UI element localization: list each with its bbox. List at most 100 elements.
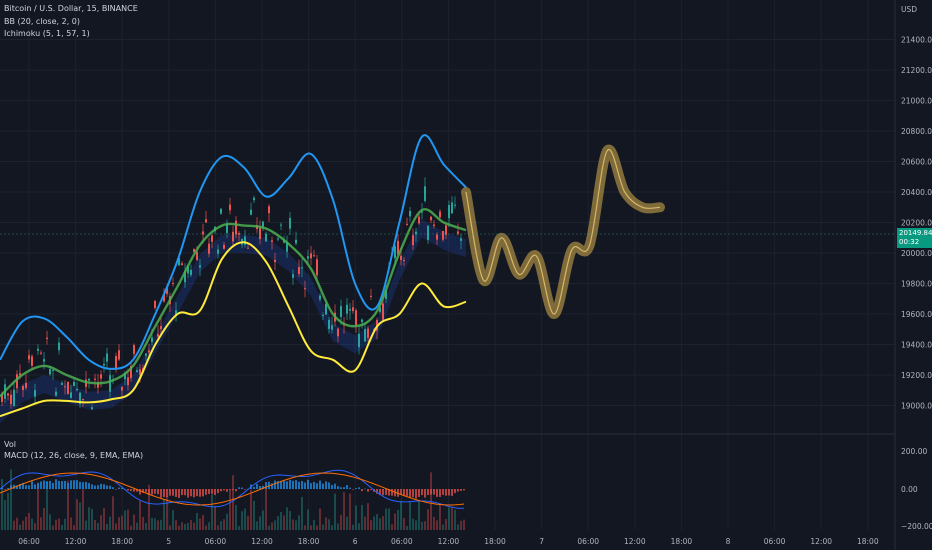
candle-body	[28, 355, 30, 360]
macd-histogram-bar	[376, 489, 378, 494]
macd-histogram-bar	[118, 487, 120, 489]
candle-body	[106, 353, 108, 362]
volume-bar	[310, 525, 312, 530]
time-axis-label: 5	[166, 537, 171, 546]
candle-body	[130, 366, 132, 378]
candle-body	[430, 216, 432, 221]
time-axis-label: 06:00	[18, 537, 40, 546]
volume-bar	[37, 484, 39, 530]
macd-histogram-bar	[439, 489, 441, 497]
candle-body	[355, 310, 357, 326]
volume-bar	[13, 520, 15, 530]
price-axis-label: 19600.00	[901, 310, 932, 319]
price-axis-label: 19200.00	[901, 371, 932, 380]
macd-histogram-bar	[400, 489, 402, 495]
volume-bar	[457, 524, 459, 530]
macd-histogram-bar	[253, 486, 255, 489]
volume-bar	[337, 523, 339, 530]
candle-body	[301, 267, 303, 269]
volume-bar	[259, 516, 261, 530]
macd-histogram-bar	[10, 485, 12, 489]
candle-body	[346, 304, 348, 314]
volume-bar	[211, 494, 213, 530]
candle-body	[385, 290, 387, 299]
macd-histogram-bar	[85, 481, 87, 489]
volume-bar	[4, 500, 6, 530]
volume-bar	[238, 525, 240, 530]
macd-histogram-bar	[178, 489, 180, 498]
macd-histogram-bar	[379, 489, 381, 496]
candle-body	[457, 231, 459, 234]
volume-bar	[166, 495, 168, 530]
time-axis-label: 18:00	[857, 537, 879, 546]
volume-bar	[340, 514, 342, 530]
price-axis-label: 21200.00	[901, 66, 932, 75]
macd-histogram-bar	[40, 481, 42, 489]
candle-body	[157, 334, 159, 337]
bb-upper-line	[0, 134, 467, 370]
volume-bar	[451, 506, 453, 530]
candle-body	[331, 325, 333, 330]
macd-histogram-bar	[328, 482, 330, 489]
volume-bar	[271, 522, 273, 530]
volume-bar	[241, 511, 243, 530]
volume-bar	[73, 525, 75, 530]
macd-histogram-bar	[265, 482, 267, 489]
macd-histogram-bar	[421, 489, 423, 496]
volume-bar	[94, 519, 96, 530]
candle-body	[226, 223, 228, 233]
macd-histogram-bar	[58, 480, 60, 489]
volume-bar	[256, 521, 258, 530]
candle-body	[433, 224, 435, 226]
time-axis-label: 6	[353, 537, 358, 546]
volume-bar	[91, 508, 93, 530]
macd-histogram-bar	[109, 485, 111, 489]
macd-histogram-bar	[232, 489, 234, 491]
volume-bar	[250, 489, 252, 530]
volume-bar	[163, 499, 165, 530]
candle-body	[400, 255, 402, 261]
macd-histogram-bar	[364, 488, 366, 490]
candle-body	[100, 374, 102, 379]
volume-bar	[232, 475, 234, 530]
macd-histogram-bar	[463, 489, 465, 491]
macd-histogram-bar	[76, 480, 78, 489]
forecast-line	[465, 149, 661, 315]
volume-bar	[160, 519, 162, 530]
volume-bar	[55, 519, 57, 530]
candle-body	[217, 249, 219, 254]
macd-histogram-bar	[139, 489, 141, 495]
macd-histogram-bar	[277, 481, 279, 489]
candle-body	[268, 206, 270, 214]
candle-body	[103, 363, 105, 366]
volume-bar	[199, 518, 201, 530]
volume-bar	[277, 516, 279, 530]
candle-body	[235, 220, 237, 235]
volume-bar	[16, 517, 18, 530]
macd-histogram-bar	[202, 489, 204, 497]
candle-body	[166, 287, 168, 294]
volume-bar	[352, 524, 354, 530]
volume-bar	[76, 499, 78, 530]
macd-axis-label: −200.00	[901, 522, 932, 531]
candle-body	[70, 392, 72, 398]
macd-histogram-bar	[406, 489, 408, 496]
volume-bar	[139, 500, 141, 530]
volume-bar	[112, 496, 114, 530]
volume-bar	[109, 516, 111, 530]
volume-bar	[433, 516, 435, 530]
volume-bar	[40, 517, 42, 530]
candle-body	[244, 236, 246, 245]
currency-label: USD	[901, 5, 918, 14]
volume-bar	[220, 521, 222, 530]
price-axis-label: 19800.00	[901, 280, 932, 289]
volume-bar	[82, 489, 84, 530]
volume-bar	[181, 522, 183, 530]
candle-body	[277, 238, 279, 240]
candle-body	[205, 219, 207, 223]
macd-histogram-bar	[430, 489, 432, 495]
volume-bar	[244, 508, 246, 530]
volume-bar	[193, 522, 195, 530]
macd-histogram-bar	[154, 489, 156, 494]
